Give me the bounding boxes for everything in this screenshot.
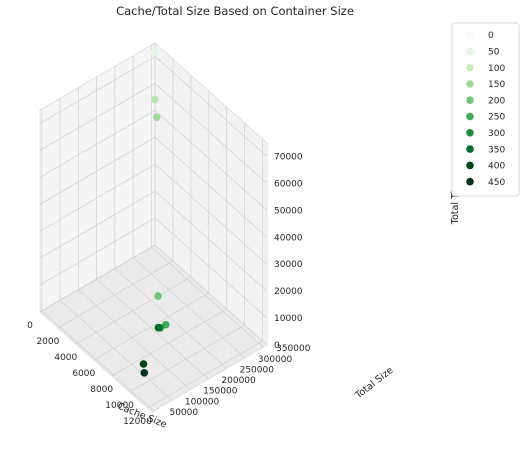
y-axis-label: Total Size (353, 365, 396, 402)
x-tick-label: 0 (27, 321, 33, 331)
z-grid-sidewall (39, 83, 156, 151)
z-tick-label: 60000 (274, 179, 303, 189)
z-grid-backwall (154, 56, 268, 157)
x-tick-label: 2000 (36, 337, 59, 347)
x-tick-label: 12000 (123, 417, 152, 427)
legend-label: 0 (488, 31, 494, 41)
legend-label: 250 (488, 113, 505, 123)
z-grid-sidewall (39, 190, 156, 259)
legend-label: 50 (488, 48, 500, 58)
legend-marker (466, 112, 474, 121)
z-tick-label: 20000 (274, 287, 303, 297)
x-grid-floor (111, 308, 227, 377)
x-tick-label: 10000 (105, 401, 134, 411)
y-grid-floor (41, 310, 155, 412)
y-grid-floor (59, 300, 173, 401)
legend-marker (466, 96, 474, 104)
legend-marker (466, 63, 474, 72)
legend-label: 400 (488, 162, 505, 172)
legend-frame (451, 22, 520, 197)
y-tick-label: 300000 (258, 355, 293, 365)
legend-label: 200 (488, 96, 505, 106)
z-tick-label: 70000 (274, 153, 303, 163)
z-grid-sidewall (39, 163, 156, 232)
z-tick-label: 30000 (274, 260, 303, 270)
x-grid-floor (129, 324, 245, 393)
tick-labels: 0200040006000800010000120005000010000015… (27, 153, 311, 428)
data-points (139, 49, 170, 377)
z-grid-backwall (154, 136, 268, 238)
y-tick-label: 50000 (169, 408, 198, 418)
z-grid-sidewall (39, 136, 156, 205)
legend: 0 50 100 150 200 250 300 350 400 450 (451, 22, 520, 197)
legend-marker (466, 47, 474, 56)
x-grid-floor (93, 292, 209, 361)
grid-lines (39, 43, 268, 412)
x-grid-floor (57, 260, 174, 329)
legend-label: 450 (488, 178, 505, 188)
y-tick-label: 250000 (240, 365, 275, 375)
x-grid-floor (75, 276, 192, 345)
z-tick-label: 50000 (274, 206, 303, 216)
z-grid-backwall (154, 163, 268, 265)
data-point (154, 292, 162, 300)
y-grid-floor (78, 289, 191, 390)
z-axis-label: Total Time (450, 176, 461, 226)
legend-marker (466, 145, 474, 153)
z-tick-label: 0 (274, 341, 280, 351)
data-point (139, 360, 148, 368)
z-grid-sidewall (39, 56, 156, 124)
data-point (154, 323, 163, 332)
legend-marker (466, 129, 474, 137)
data-point (140, 369, 149, 377)
z-grid-backwall (154, 190, 268, 292)
y-tick-label: 100000 (185, 397, 220, 407)
chart-title: Cache/Total Size Based on Container Size (116, 4, 354, 18)
y-grid-floor (114, 268, 228, 369)
y-tick-label: 200000 (221, 376, 256, 386)
legend-label: 150 (488, 80, 505, 90)
legend-marker (466, 80, 474, 88)
z-tick-label: 10000 (274, 314, 303, 324)
z-tick-label: 40000 (274, 233, 303, 243)
y-grid-floor (151, 246, 264, 348)
legend-marker (466, 161, 474, 170)
x-tick-label: 6000 (72, 369, 95, 379)
z-grid-backwall (154, 110, 268, 211)
z-grid-sidewall (39, 217, 156, 286)
x-grid-floor (147, 340, 263, 409)
y-grid-floor (96, 278, 209, 380)
z-grid-sidewall (39, 109, 156, 178)
legend-label: 350 (488, 145, 505, 155)
x-tick-label: 8000 (90, 385, 113, 395)
z-grid-backwall (154, 83, 268, 184)
data-point (152, 113, 161, 121)
z-grid-backwall (154, 217, 268, 319)
data-point (151, 95, 159, 104)
legend-label: 300 (488, 129, 505, 139)
y-grid-floor (132, 257, 246, 359)
data-point (150, 49, 158, 57)
legend-label: 100 (488, 64, 505, 74)
y-tick-label: 350000 (276, 344, 311, 354)
legend-marker (466, 31, 474, 39)
x-tick-label: 4000 (54, 353, 77, 363)
y-tick-label: 150000 (203, 387, 238, 397)
z-grid-backwall (154, 244, 268, 346)
legend-marker (466, 177, 474, 186)
z-grid-sidewall (39, 244, 156, 313)
